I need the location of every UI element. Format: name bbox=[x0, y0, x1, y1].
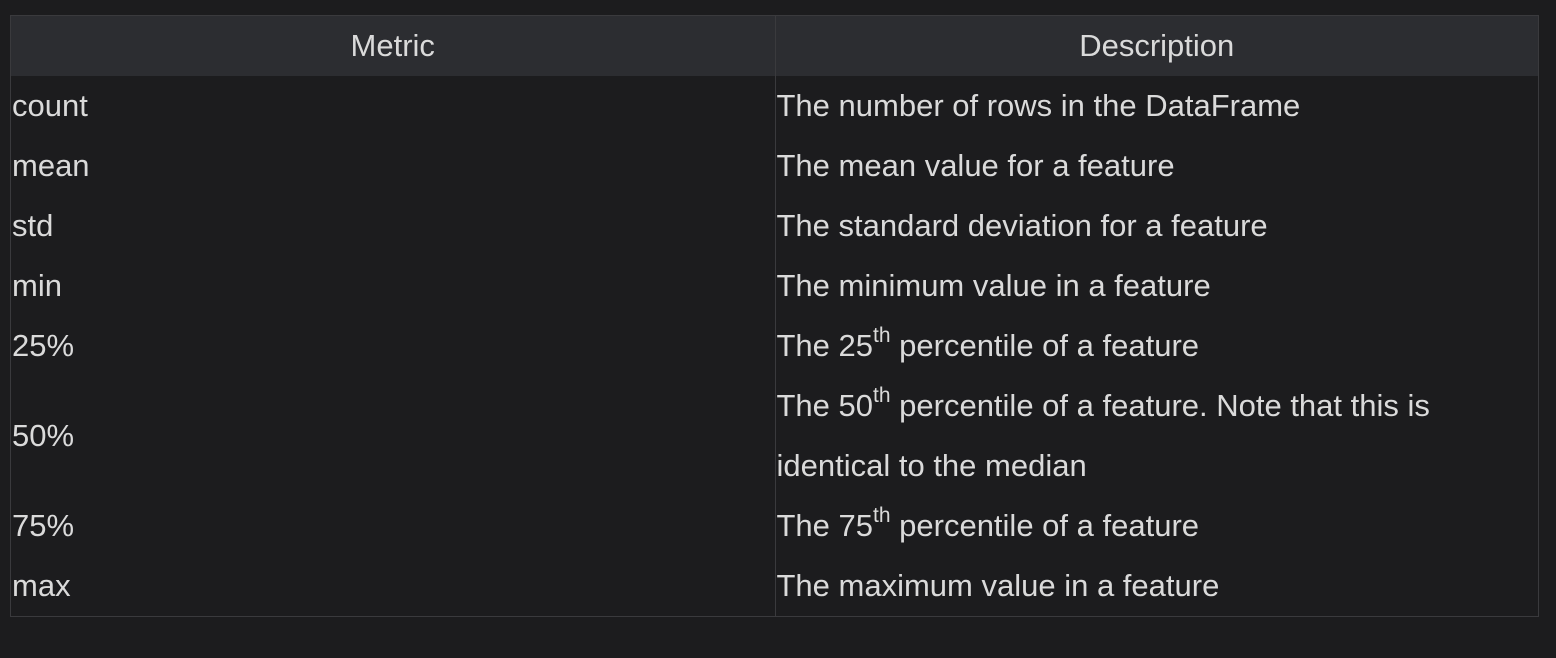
metrics-table: Metric Description count The number of r… bbox=[11, 16, 1538, 616]
metrics-table-container: Metric Description count The number of r… bbox=[10, 15, 1539, 617]
ordinal-suffix: th bbox=[873, 503, 891, 527]
table-row: min The minimum value in a feature bbox=[11, 256, 1538, 316]
description-cell: The mean value for a feature bbox=[775, 136, 1538, 196]
table-row: 75% The 75th percentile of a feature bbox=[11, 496, 1538, 556]
description-column-header: Description bbox=[775, 16, 1538, 76]
description-text: The 25 bbox=[776, 328, 874, 363]
description-cell: The maximum value in a feature bbox=[775, 556, 1538, 616]
description-cell: The standard deviation for a feature bbox=[775, 196, 1538, 256]
table-row: mean The mean value for a feature bbox=[11, 136, 1538, 196]
description-text: The 50 bbox=[776, 388, 874, 423]
table-header-row: Metric Description bbox=[11, 16, 1538, 76]
description-text: The standard deviation for a feature bbox=[776, 208, 1268, 243]
table-row: std The standard deviation for a feature bbox=[11, 196, 1538, 256]
table-row: 25% The 25th percentile of a feature bbox=[11, 316, 1538, 376]
description-cell: The 50th percentile of a feature. Note t… bbox=[775, 376, 1538, 496]
description-text-rest: percentile of a feature bbox=[890, 328, 1200, 363]
metric-cell: 50% bbox=[11, 376, 776, 496]
metric-cell: 75% bbox=[11, 496, 776, 556]
description-cell: The 75th percentile of a feature bbox=[775, 496, 1538, 556]
metric-column-header: Metric bbox=[11, 16, 776, 76]
description-cell: The 25th percentile of a feature bbox=[775, 316, 1538, 376]
description-text: The maximum value in a feature bbox=[776, 568, 1220, 603]
table-row: 50% The 50th percentile of a feature. No… bbox=[11, 376, 1538, 496]
description-cell: The number of rows in the DataFrame bbox=[775, 76, 1538, 136]
description-text: The minimum value in a feature bbox=[776, 268, 1211, 303]
metric-cell: 25% bbox=[11, 316, 776, 376]
ordinal-suffix: th bbox=[873, 323, 891, 347]
description-text: The mean value for a feature bbox=[776, 148, 1175, 183]
table-row: count The number of rows in the DataFram… bbox=[11, 76, 1538, 136]
table-row: max The maximum value in a feature bbox=[11, 556, 1538, 616]
description-cell: The minimum value in a feature bbox=[775, 256, 1538, 316]
metric-cell: max bbox=[11, 556, 776, 616]
metric-cell: std bbox=[11, 196, 776, 256]
description-text: The number of rows in the DataFrame bbox=[776, 88, 1301, 123]
metric-cell: count bbox=[11, 76, 776, 136]
metric-cell: mean bbox=[11, 136, 776, 196]
ordinal-suffix: th bbox=[873, 383, 891, 407]
description-text-rest: percentile of a feature. Note that this … bbox=[776, 388, 1430, 483]
metric-cell: min bbox=[11, 256, 776, 316]
description-text-rest: percentile of a feature bbox=[890, 508, 1200, 543]
description-text: The 75 bbox=[776, 508, 874, 543]
